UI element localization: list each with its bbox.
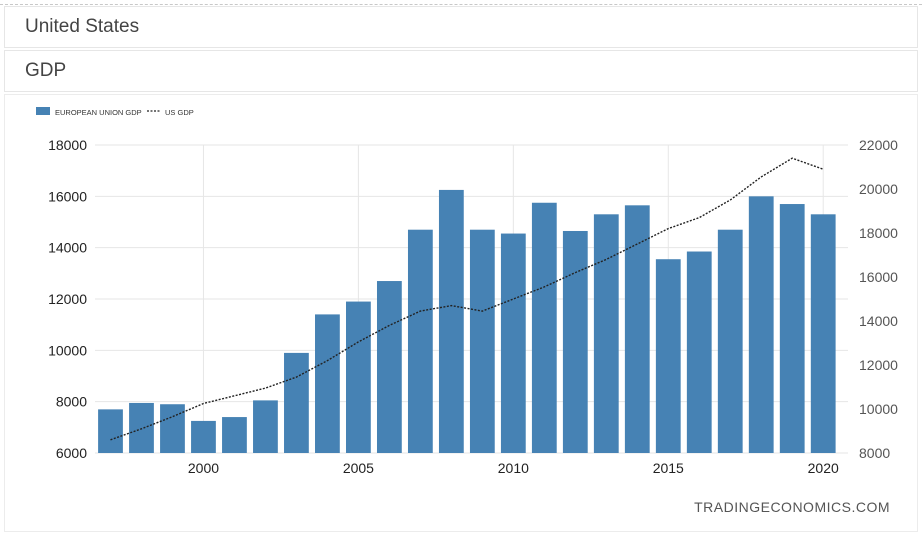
us-gdp-line — [110, 157, 824, 441]
bar-2017 — [717, 229, 743, 453]
bar-2019 — [779, 204, 805, 453]
y-left-tick-18000: 18000 — [48, 137, 87, 153]
bar-2009 — [469, 229, 495, 453]
bar-2016 — [686, 251, 712, 453]
bar-2012 — [562, 230, 588, 453]
x-tick-2000: 2000 — [188, 460, 219, 476]
indicator-title: GDP — [25, 60, 67, 81]
bar-2020 — [810, 214, 836, 453]
country-title: United States — [25, 16, 140, 37]
bar-2018 — [748, 196, 774, 454]
bar-2013 — [593, 214, 619, 453]
y-right-tick-18000: 18000 — [859, 225, 898, 241]
bar-2004 — [315, 314, 340, 453]
bar-2006 — [376, 281, 402, 453]
y-left-tick-8000: 8000 — [56, 394, 87, 410]
bar-1997 — [98, 409, 123, 453]
bar-2008 — [438, 189, 464, 453]
x-tick-2015: 2015 — [653, 460, 684, 476]
y-right-tick-20000: 20000 — [859, 181, 898, 197]
bar-2010 — [500, 233, 526, 453]
bar-2014 — [624, 205, 650, 453]
bar-1998 — [129, 402, 154, 453]
watermark: TRADINGECONOMICS.COM — [694, 499, 890, 515]
bar-2007 — [407, 229, 433, 453]
bar-2003 — [284, 352, 309, 453]
bar-2002 — [253, 400, 278, 453]
y-right-tick-12000: 12000 — [859, 357, 898, 373]
indicator-header: GDP — [4, 50, 918, 92]
legend-bar-swatch — [36, 107, 50, 115]
y-right-tick-16000: 16000 — [859, 269, 898, 285]
country-header: United States — [4, 6, 918, 48]
bar-2005 — [346, 301, 371, 453]
bar-2001 — [222, 417, 247, 453]
x-tick-2005: 2005 — [343, 460, 374, 476]
chart-panel — [4, 94, 918, 532]
y-right-tick-10000: 10000 — [859, 401, 898, 417]
y-left-tick-14000: 14000 — [48, 240, 87, 256]
bar-2015 — [655, 259, 681, 453]
y-left-tick-6000: 6000 — [56, 445, 87, 461]
top-divider — [0, 4, 922, 5]
bar-2011 — [531, 202, 557, 453]
y-left-tick-10000: 10000 — [48, 342, 87, 358]
y-right-tick-8000: 8000 — [859, 445, 890, 461]
x-tick-2020: 2020 — [808, 460, 839, 476]
bar-1999 — [160, 404, 185, 453]
y-left-tick-16000: 16000 — [48, 188, 87, 204]
x-tick-2010: 2010 — [498, 460, 529, 476]
bar-2000 — [191, 420, 216, 453]
legend-eu-label: EUROPEAN UNION GDP — [55, 108, 142, 117]
y-right-tick-22000: 22000 — [859, 137, 898, 153]
legend-us-label: US GDP — [165, 108, 194, 117]
y-left-tick-12000: 12000 — [48, 291, 87, 307]
y-right-tick-14000: 14000 — [859, 313, 898, 329]
